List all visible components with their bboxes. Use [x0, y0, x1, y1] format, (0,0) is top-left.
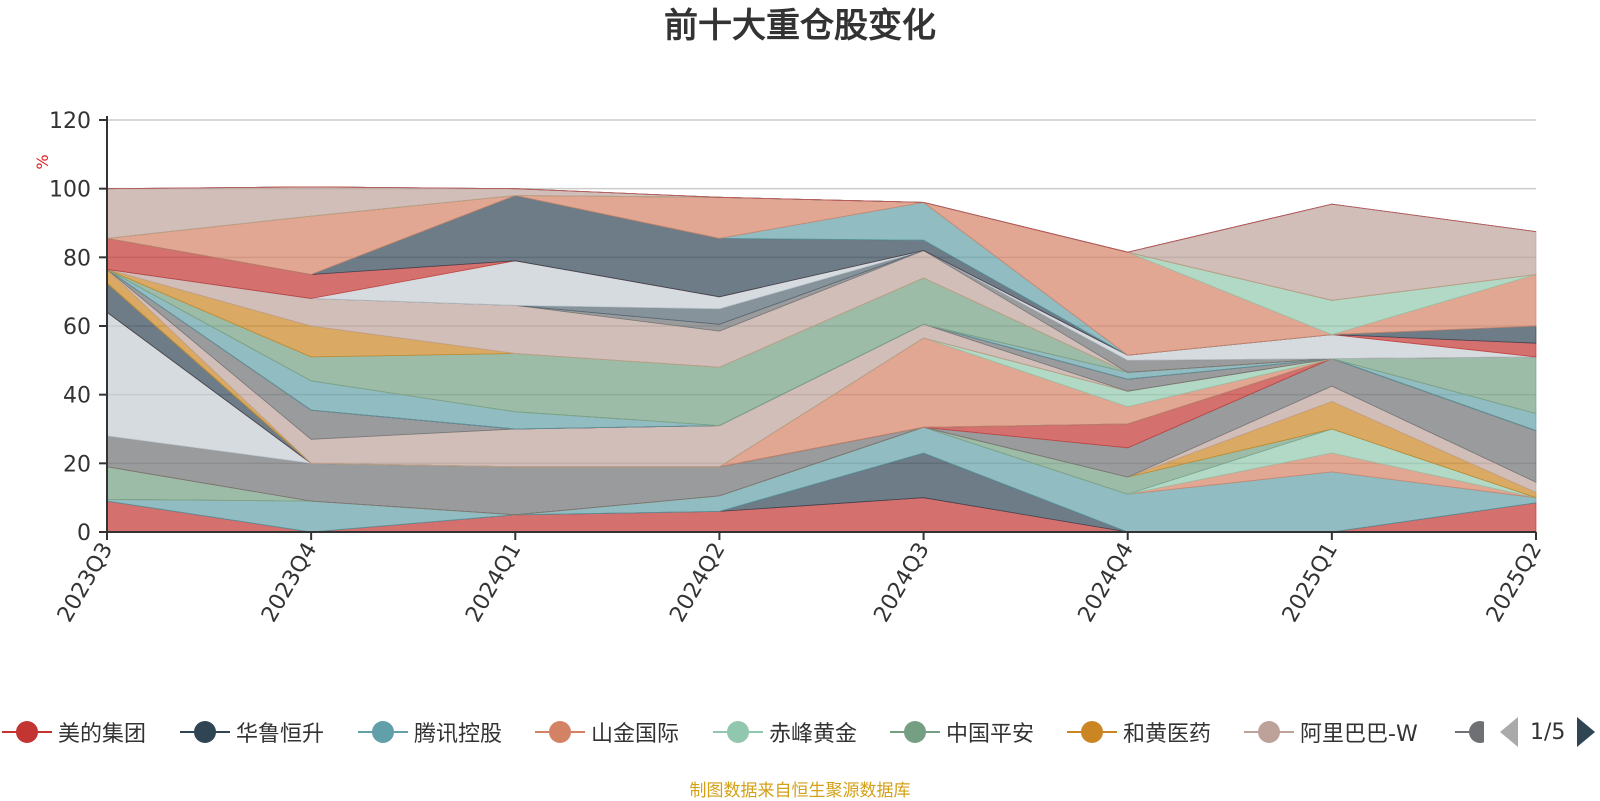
legend-marker-icon	[0, 712, 54, 752]
legend-pager: 1/5	[1500, 712, 1596, 752]
legend-label: 中国平安	[946, 722, 1035, 747]
x-tick-label: 2025Q2	[1482, 539, 1547, 627]
x-tick-label: 2023Q3	[53, 539, 118, 627]
legend-next-page-icon[interactable]	[1577, 717, 1596, 747]
legend-item[interactable]: 赤峰黄金	[711, 712, 857, 752]
x-tick-label: 2024Q1	[461, 539, 526, 627]
area-series-45	[106, 186, 1537, 253]
legend-label: 腾讯控股	[414, 722, 503, 747]
legend-marker-icon	[178, 712, 232, 752]
y-tick-label: 100	[49, 178, 91, 203]
y-tick-label: 120	[49, 109, 91, 134]
legend-label: 华鲁恒升	[236, 722, 325, 747]
legend-item[interactable]: 腾讯控股	[356, 712, 502, 752]
y-tick-label: 80	[63, 246, 91, 271]
x-tick-label: 2025Q1	[1278, 539, 1343, 627]
stacked-area-layer	[106, 186, 1537, 533]
x-tick-label: 2024Q3	[869, 539, 934, 627]
legend-item-partial[interactable]	[1453, 712, 1484, 752]
legend-marker-icon	[1065, 712, 1119, 752]
legend-prev-page-icon[interactable]	[1500, 717, 1518, 747]
x-tick-label: 2023Q4	[257, 539, 322, 627]
legend-marker-icon	[356, 712, 410, 752]
x-tick-label: 2024Q2	[665, 539, 730, 627]
y-tick-label: 40	[63, 384, 91, 409]
legend-marker-icon	[711, 712, 765, 752]
legend-label: 美的集团	[58, 722, 147, 747]
legend-item[interactable]: 美的集团	[0, 712, 146, 752]
legend-marker-icon	[888, 712, 942, 752]
legend-item[interactable]: 和黄医药	[1065, 712, 1211, 752]
y-tick-label: 0	[77, 521, 91, 546]
legend-item[interactable]: 华鲁恒升	[178, 712, 324, 752]
legend-label: 阿里巴巴-W	[1300, 722, 1418, 747]
legend-item[interactable]: 中国平安	[888, 712, 1034, 752]
legend-item[interactable]: 山金国际	[533, 712, 679, 752]
chart-plot: 0 20 40 60 80 100 120% 2023Q3 2023Q4 2024Q1 2024Q2…	[33, 109, 1547, 627]
legend-items: 美的集团 华鲁恒升 腾讯控股 山金国际 赤峰黄金 中国平安 和黄医药 阿里巴巴-W	[0, 712, 1484, 752]
y-tick-label: 60	[63, 315, 91, 340]
legend-marker-icon	[1242, 712, 1296, 752]
y-axis-label: %	[33, 154, 52, 169]
legend-marker-icon	[1453, 712, 1484, 752]
legend-page-indicator: 1/5	[1530, 719, 1566, 745]
legend-item[interactable]: 阿里巴巴-W	[1242, 712, 1418, 752]
legend-marker-icon	[533, 712, 587, 752]
legend-label: 赤峰黄金	[769, 722, 858, 747]
legend-label: 山金国际	[591, 722, 680, 747]
chart-title: 前十大重仓股变化	[664, 6, 936, 46]
y-tick-label: 20	[63, 452, 91, 477]
legend-label: 和黄医药	[1123, 722, 1212, 747]
legend: 美的集团 华鲁恒升 腾讯控股 山金国际 赤峰黄金 中国平安 和黄医药 阿里巴巴-W 1/5	[0, 712, 1600, 752]
source-note: 制图数据来自恒生聚源数据库	[689, 781, 911, 801]
x-tick-label: 2024Q4	[1074, 539, 1139, 627]
